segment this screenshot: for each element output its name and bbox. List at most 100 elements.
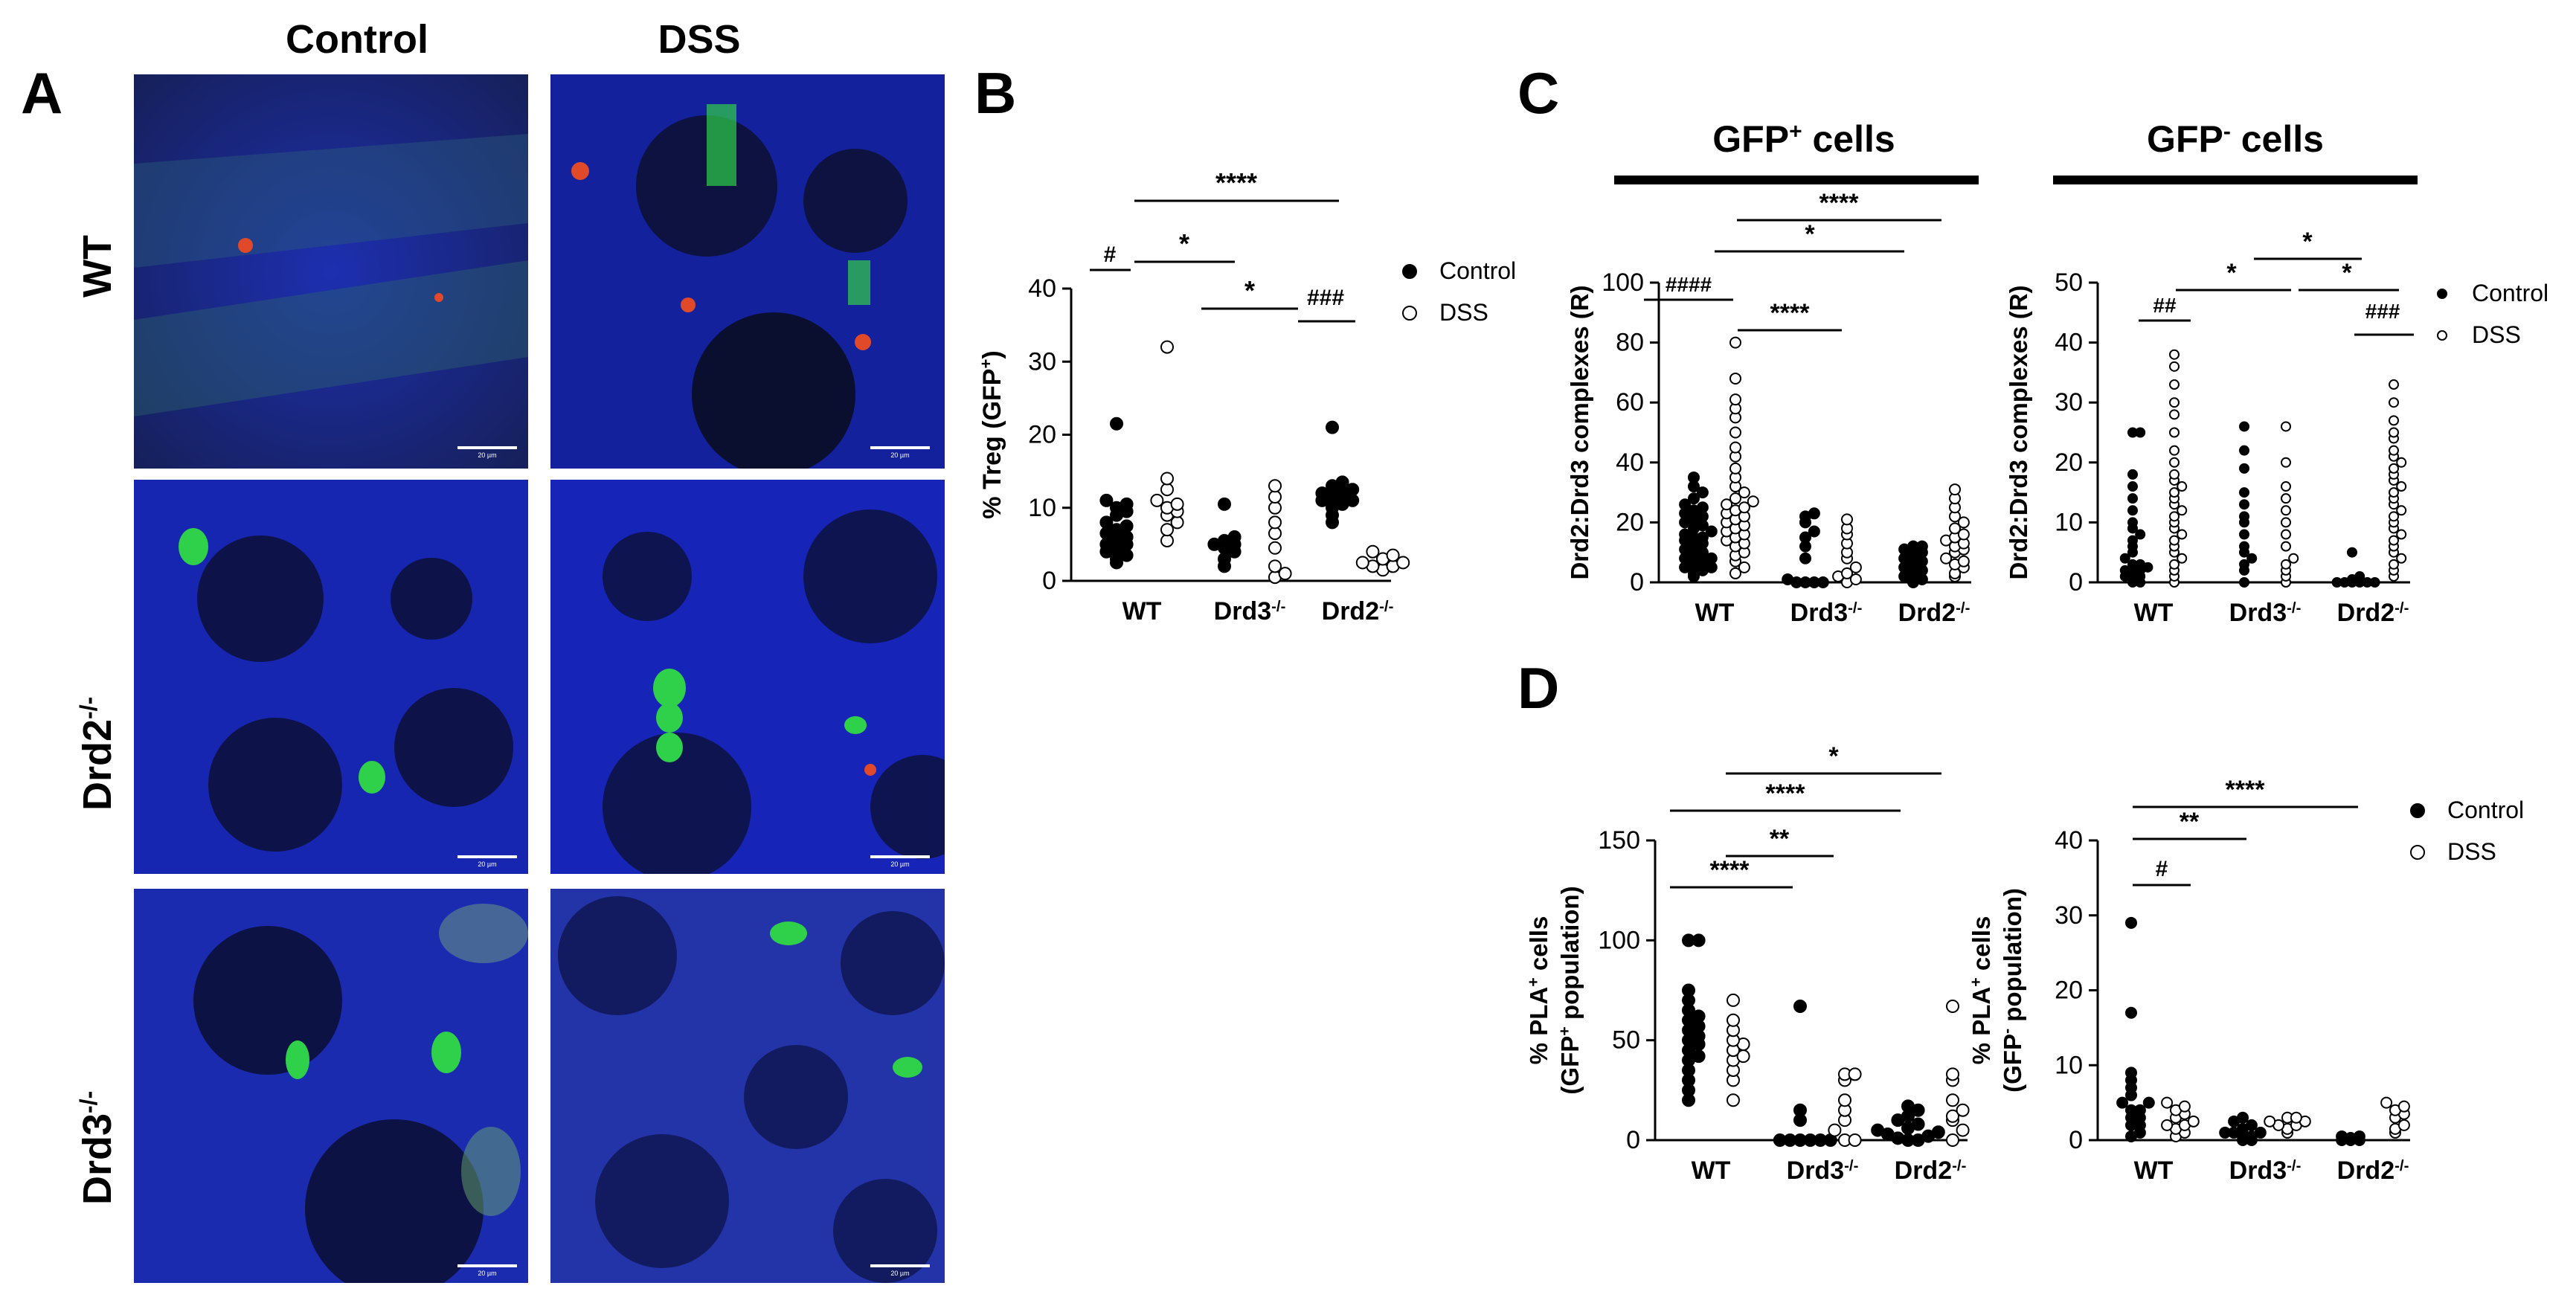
data-point bbox=[2246, 553, 2258, 564]
significance-label: ### bbox=[1307, 286, 1344, 310]
data-point bbox=[1268, 559, 1282, 573]
data-point bbox=[2389, 511, 2399, 522]
category-label: Drd2-/- bbox=[1322, 597, 1394, 625]
data-point bbox=[1946, 1093, 1959, 1107]
data-point bbox=[1793, 1103, 1807, 1117]
data-point bbox=[2125, 1067, 2137, 1079]
data-point bbox=[1386, 548, 1400, 562]
data-point bbox=[1931, 1125, 1945, 1139]
y-tick-label: 30 bbox=[1028, 347, 1056, 376]
data-point bbox=[2239, 511, 2249, 522]
category-label: Drd3-/- bbox=[1790, 599, 1863, 627]
category-label: WT bbox=[1695, 599, 1735, 627]
data-point bbox=[1838, 1093, 1851, 1107]
data-point bbox=[2239, 463, 2249, 474]
chart-d-left: 0 50 100 150 % PLA+ cells(GFP+ population) WT… bbox=[1524, 742, 1970, 1185]
micrograph-drd3-control bbox=[134, 889, 528, 1283]
data-point bbox=[1946, 999, 1959, 1013]
data-point bbox=[1957, 555, 1970, 567]
data-point bbox=[2187, 1115, 2200, 1128]
data-point bbox=[1679, 528, 1692, 541]
significance-label: # bbox=[2156, 857, 2168, 881]
data-point bbox=[1849, 561, 1862, 573]
data-point bbox=[1729, 492, 1741, 505]
data-point bbox=[1696, 501, 1709, 514]
data-point bbox=[2169, 397, 2180, 408]
significance-label: * bbox=[1828, 742, 1839, 771]
data-point bbox=[2290, 1111, 2302, 1124]
chart-d-right: 0 10 20 30 40 % PLA+ cells(GFP- population) WT… bbox=[1967, 776, 2524, 1185]
data-point bbox=[1120, 548, 1134, 562]
data-point bbox=[1793, 999, 1807, 1013]
data-point bbox=[1268, 541, 1282, 555]
data-point bbox=[1268, 501, 1282, 515]
data-point bbox=[2239, 499, 2249, 510]
data-point bbox=[2169, 445, 2180, 456]
data-point bbox=[1727, 1013, 1740, 1027]
data-point bbox=[1692, 1009, 1706, 1023]
data-point bbox=[1957, 528, 1970, 541]
header-bar-gfp-negative bbox=[2053, 176, 2418, 184]
data-point bbox=[1170, 497, 1184, 511]
data-point bbox=[1160, 483, 1174, 497]
data-point bbox=[1841, 567, 1853, 579]
data-point bbox=[1956, 1103, 1970, 1117]
data-point bbox=[1841, 513, 1853, 526]
data-point bbox=[2237, 1111, 2249, 1124]
data-point bbox=[2396, 529, 2407, 540]
data-point bbox=[1871, 1123, 1885, 1137]
legend-label-control: Control bbox=[2472, 280, 2548, 306]
category-label: Drd3-/- bbox=[2229, 1157, 2302, 1185]
data-point bbox=[2177, 553, 2188, 564]
data-point bbox=[2127, 481, 2138, 492]
data-point bbox=[1808, 525, 1820, 538]
category-label: Drd2-/- bbox=[1895, 1157, 1967, 1185]
data-point bbox=[2177, 529, 2188, 540]
data-point bbox=[1688, 471, 1700, 483]
chart-c-right: 0 10 20 30 40 50 Drd2:Drd3 complexes (R) WT Drd3… bbox=[2005, 228, 2548, 627]
micrograph-wt-control bbox=[134, 74, 528, 469]
data-point bbox=[1949, 522, 1961, 535]
data-point bbox=[2254, 1126, 2267, 1139]
data-point bbox=[1099, 515, 1114, 530]
data-point bbox=[2125, 916, 2137, 929]
data-point bbox=[2396, 553, 2407, 564]
data-point bbox=[1729, 426, 1741, 439]
data-point bbox=[2331, 577, 2342, 588]
data-point bbox=[2119, 564, 2130, 576]
legend-marker-control bbox=[2437, 289, 2447, 299]
data-point bbox=[1799, 531, 1811, 544]
category-label: WT bbox=[2134, 599, 2174, 627]
y-tick-label: 50 bbox=[1612, 1026, 1640, 1055]
significance-label: **** bbox=[2226, 776, 2266, 804]
data-point bbox=[1956, 1123, 1970, 1137]
significance-label: * bbox=[2226, 259, 2237, 287]
data-point bbox=[2380, 1096, 2393, 1109]
y-tick-label: 20 bbox=[1616, 508, 1644, 536]
data-point bbox=[2264, 1115, 2276, 1128]
significance-label: * bbox=[1244, 275, 1255, 306]
y-axis-label: % PLA+ cells bbox=[1524, 916, 1552, 1065]
data-point bbox=[2369, 577, 2380, 588]
data-point bbox=[1268, 527, 1282, 541]
header-bar-gfp-positive bbox=[1614, 176, 1979, 184]
data-point bbox=[2347, 547, 2357, 558]
y-tick-label: 40 bbox=[1028, 274, 1056, 303]
data-point bbox=[2353, 1130, 2365, 1142]
significance-label: * bbox=[1805, 220, 1815, 248]
y-tick-label: 60 bbox=[1616, 388, 1644, 416]
y-tick-label: 0 bbox=[2069, 568, 2083, 596]
data-point bbox=[1848, 1067, 1862, 1081]
y-tick-label: 30 bbox=[2055, 388, 2083, 416]
data-point bbox=[2389, 487, 2399, 498]
data-point bbox=[1218, 552, 1231, 566]
data-point bbox=[2125, 1006, 2137, 1019]
data-point bbox=[2239, 421, 2249, 432]
data-point bbox=[2169, 535, 2180, 546]
y-tick-label: 0 bbox=[1626, 1126, 1640, 1154]
data-point bbox=[1170, 515, 1184, 530]
panel-letter-d: D bbox=[1517, 655, 1560, 721]
data-point bbox=[1848, 1133, 1862, 1147]
data-point bbox=[2396, 457, 2407, 468]
data-point bbox=[2397, 1100, 2410, 1113]
